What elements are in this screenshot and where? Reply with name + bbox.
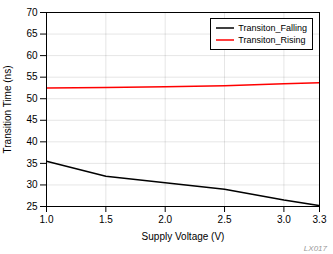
svg-text:70: 70: [26, 7, 38, 18]
svg-text:Transition Time (ns): Transition Time (ns): [2, 66, 13, 154]
html-text:LX017: LX017: [303, 244, 327, 253]
svg-text:Supply Voltage (V): Supply Voltage (V): [142, 231, 225, 242]
svg-text:1.5: 1.5: [99, 214, 113, 225]
svg-text:50: 50: [26, 93, 38, 104]
svg-text:1.0: 1.0: [40, 214, 54, 225]
svg-text:3.3: 3.3: [313, 214, 327, 225]
svg-text:45: 45: [26, 114, 38, 125]
svg-text:25: 25: [26, 201, 38, 212]
html-text:Transiton_Rising: Transiton_Rising: [238, 35, 306, 45]
svg-text:2.5: 2.5: [218, 214, 232, 225]
svg-text:35: 35: [26, 158, 38, 169]
svg-text:60: 60: [26, 50, 38, 61]
svg-text:2.0: 2.0: [158, 214, 172, 225]
svg-text:65: 65: [26, 28, 38, 39]
svg-text:55: 55: [26, 71, 38, 82]
html-text:Transiton_Falling: Transiton_Falling: [238, 23, 307, 33]
svg-text:40: 40: [26, 136, 38, 147]
svg-text:30: 30: [26, 179, 38, 190]
svg-text:3.0: 3.0: [277, 214, 291, 225]
